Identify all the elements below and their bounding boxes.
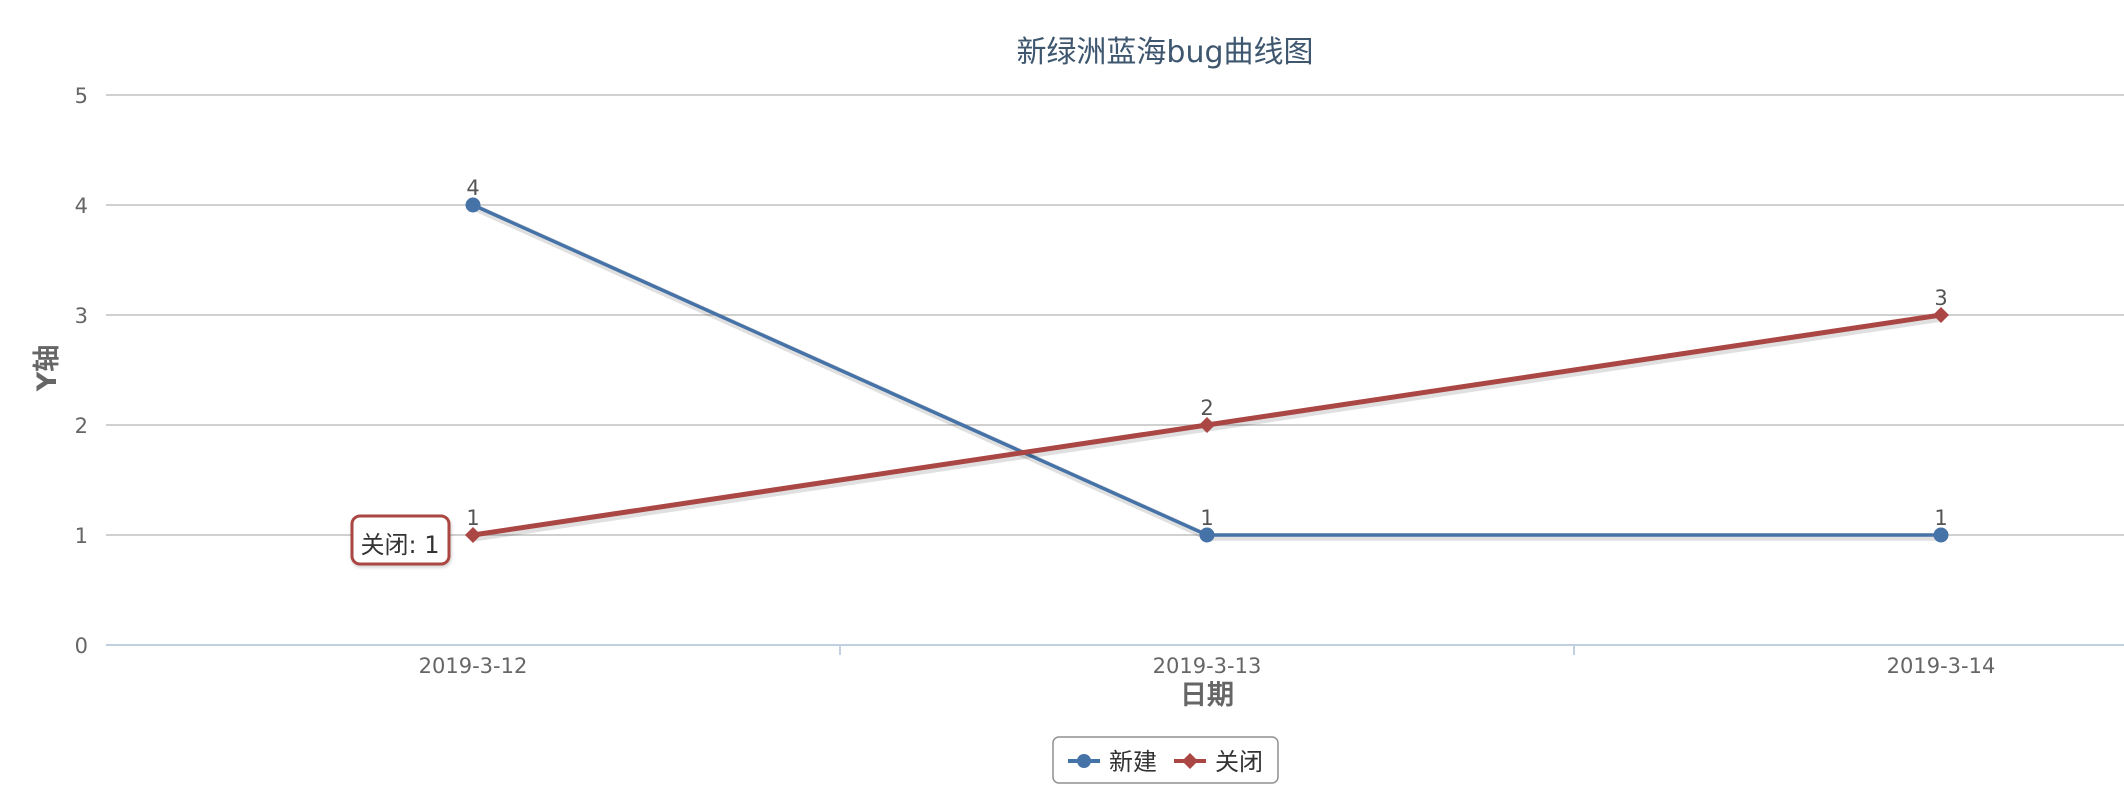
legend-item-关闭[interactable]: 关闭 [1174, 748, 1263, 776]
data-label: 3 [1934, 286, 1947, 310]
y-tick-label: 0 [75, 634, 88, 658]
series-line-shadow [472, 203, 1942, 541]
data-label: 2 [1200, 396, 1213, 420]
y-tick-label: 1 [75, 524, 88, 548]
legend-diamond-marker-icon [1182, 753, 1198, 769]
series-新建 [465, 197, 1949, 543]
x-tick-label: 2019-3-13 [1153, 654, 1262, 678]
tooltip-box [350, 514, 451, 566]
data-point-diamond [1933, 307, 1949, 323]
gridlines [106, 94, 2124, 536]
data-labels: 4 1 1 1 2 3 [466, 176, 1947, 530]
y-axis: 0 1 2 3 4 5 [75, 84, 88, 658]
tooltip-text: 关闭: 1 [361, 531, 440, 559]
data-point-circle [1933, 527, 1949, 543]
chart-title: 新绿洲蓝海bug曲线图 [1016, 35, 1313, 70]
x-axis: 2019-3-12 2019-3-13 2019-3-14 [106, 644, 2124, 678]
data-point-diamond [1199, 417, 1215, 433]
data-label: 4 [466, 176, 479, 200]
legend-label: 关闭 [1215, 748, 1263, 776]
data-point-circle [1199, 527, 1215, 543]
data-point-circle [465, 197, 481, 213]
series-layer [465, 197, 1949, 543]
y-tick-label: 3 [75, 304, 88, 328]
y-tick-label: 5 [75, 84, 88, 108]
x-axis-title: 日期 [1180, 680, 1234, 711]
y-axis-title: Y轴 [32, 345, 63, 393]
legend-item-新建[interactable]: 新建 [1068, 748, 1157, 776]
legend-label: 新建 [1109, 748, 1157, 776]
y-tick-label: 4 [75, 194, 88, 218]
data-label: 1 [466, 506, 479, 530]
x-tick-label: 2019-3-12 [419, 654, 528, 678]
data-point-diamond [465, 527, 481, 543]
series-line [472, 203, 1941, 537]
data-label: 1 [1200, 506, 1213, 530]
y-tick-label: 2 [75, 414, 88, 438]
legend[interactable]: 新建 关闭 [1052, 736, 1279, 784]
tooltip: 关闭: 1 [350, 514, 451, 566]
legend-circle-marker-icon [1077, 754, 1091, 768]
legend-box [1052, 736, 1279, 784]
x-tick-label: 2019-3-14 [1887, 654, 1996, 678]
data-label: 1 [1934, 506, 1947, 530]
series-关闭 [465, 307, 1949, 543]
